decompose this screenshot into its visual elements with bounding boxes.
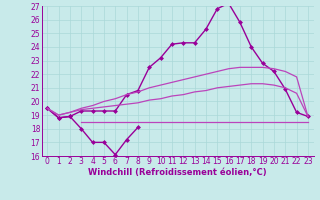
X-axis label: Windchill (Refroidissement éolien,°C): Windchill (Refroidissement éolien,°C) bbox=[88, 168, 267, 177]
